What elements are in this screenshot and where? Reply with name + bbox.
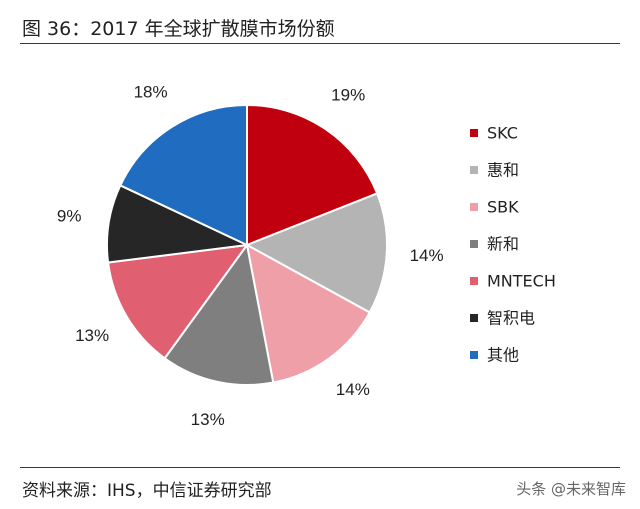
- pie-label-3: 13%: [191, 410, 225, 429]
- source-note: 资料来源：IHS，中信证券研究部: [22, 481, 272, 501]
- pie-label-0: 19%: [331, 86, 365, 105]
- legend-swatch-0: [470, 129, 478, 137]
- legend-label-6: 其他: [487, 346, 519, 365]
- legend-label-1: 惠和: [487, 161, 519, 180]
- pie-slice-2: [245, 243, 372, 384]
- title-divider: [20, 43, 620, 44]
- pie-label-4: 13%: [75, 326, 109, 345]
- chart-title: 图 36：2017 年全球扩散膜市场份额: [22, 18, 335, 40]
- legend-label-2: SBK: [487, 198, 519, 217]
- pie-label-1: 14%: [410, 246, 444, 265]
- legend-swatch-1: [470, 166, 478, 174]
- source-divider: [20, 467, 620, 468]
- pie-labels: 19% 14% 14% 13% 13% 9% 18%: [57, 82, 444, 429]
- legend-swatch-3: [470, 240, 478, 248]
- legend-label-3: 新和: [487, 235, 519, 254]
- pie-slice-4: [106, 243, 250, 360]
- pie-slice-0: [246, 103, 379, 247]
- legend-label-5: 智积电: [487, 309, 535, 328]
- pie-slice-3: [163, 242, 275, 386]
- legend-label-4: MNTECH: [487, 272, 556, 291]
- pie-slices: [105, 103, 388, 386]
- legend-swatch-4: [470, 277, 478, 285]
- pie-label-5: 9%: [57, 206, 82, 225]
- watermark: 头条 @未来智库: [516, 480, 626, 498]
- pie-slice-5: [105, 184, 251, 264]
- legend-swatch-2: [470, 203, 478, 211]
- pie-slice-6: [118, 103, 248, 247]
- legend-label-0: SKC: [487, 124, 518, 143]
- legend-swatch-5: [470, 314, 478, 322]
- legend-swatch-6: [470, 351, 478, 359]
- pie-label-6: 18%: [134, 82, 168, 101]
- pie-slice-1: [244, 192, 388, 314]
- pie-label-2: 14%: [336, 380, 370, 399]
